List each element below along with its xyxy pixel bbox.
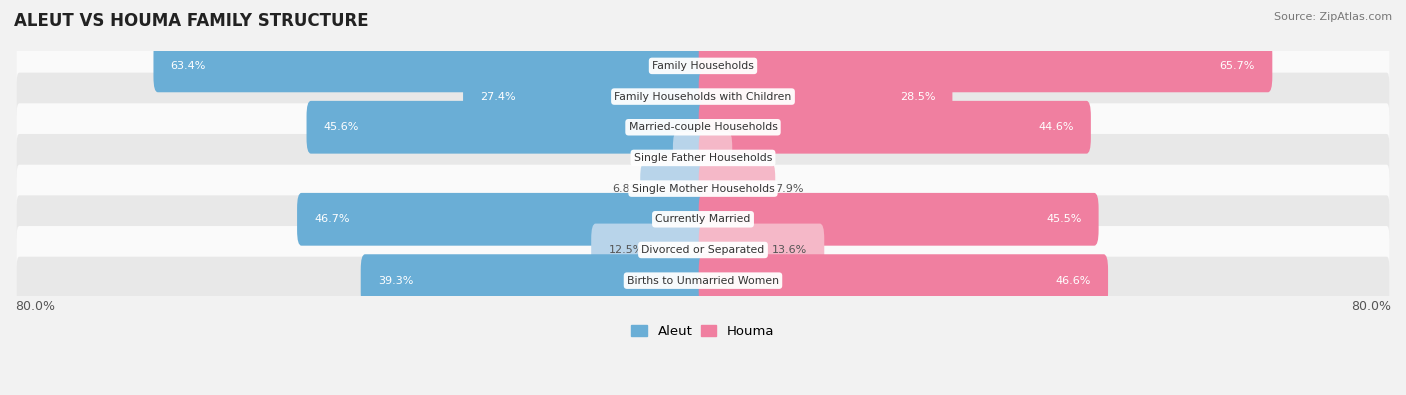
FancyBboxPatch shape bbox=[640, 162, 707, 215]
FancyBboxPatch shape bbox=[17, 226, 1389, 274]
FancyBboxPatch shape bbox=[699, 70, 952, 123]
Text: 44.6%: 44.6% bbox=[1038, 122, 1074, 132]
Text: 13.6%: 13.6% bbox=[772, 245, 807, 255]
Text: 65.7%: 65.7% bbox=[1220, 61, 1256, 71]
FancyBboxPatch shape bbox=[153, 40, 707, 92]
Text: 80.0%: 80.0% bbox=[1351, 300, 1391, 313]
FancyBboxPatch shape bbox=[699, 162, 775, 215]
FancyBboxPatch shape bbox=[17, 257, 1389, 305]
FancyBboxPatch shape bbox=[361, 254, 707, 307]
FancyBboxPatch shape bbox=[17, 73, 1389, 120]
Text: 2.9%: 2.9% bbox=[733, 153, 761, 163]
FancyBboxPatch shape bbox=[17, 165, 1389, 213]
Text: Married-couple Households: Married-couple Households bbox=[628, 122, 778, 132]
Text: Divorced or Separated: Divorced or Separated bbox=[641, 245, 765, 255]
Text: 27.4%: 27.4% bbox=[481, 92, 516, 102]
FancyBboxPatch shape bbox=[699, 132, 733, 184]
Text: 7.9%: 7.9% bbox=[775, 184, 804, 194]
Text: Single Father Households: Single Father Households bbox=[634, 153, 772, 163]
Text: 46.6%: 46.6% bbox=[1056, 276, 1091, 286]
Text: Births to Unmarried Women: Births to Unmarried Women bbox=[627, 276, 779, 286]
FancyBboxPatch shape bbox=[307, 101, 707, 154]
FancyBboxPatch shape bbox=[17, 103, 1389, 151]
FancyBboxPatch shape bbox=[699, 224, 824, 276]
Text: 80.0%: 80.0% bbox=[15, 300, 55, 313]
Legend: Aleut, Houma: Aleut, Houma bbox=[626, 320, 780, 343]
FancyBboxPatch shape bbox=[463, 70, 707, 123]
Text: Currently Married: Currently Married bbox=[655, 214, 751, 224]
FancyBboxPatch shape bbox=[297, 193, 707, 246]
Text: 63.4%: 63.4% bbox=[170, 61, 207, 71]
Text: 39.3%: 39.3% bbox=[378, 276, 413, 286]
Text: ALEUT VS HOUMA FAMILY STRUCTURE: ALEUT VS HOUMA FAMILY STRUCTURE bbox=[14, 12, 368, 30]
FancyBboxPatch shape bbox=[699, 193, 1098, 246]
FancyBboxPatch shape bbox=[699, 101, 1091, 154]
FancyBboxPatch shape bbox=[17, 134, 1389, 182]
Text: 3.0%: 3.0% bbox=[644, 153, 673, 163]
FancyBboxPatch shape bbox=[17, 42, 1389, 90]
Text: 46.7%: 46.7% bbox=[315, 214, 350, 224]
Text: Family Households: Family Households bbox=[652, 61, 754, 71]
Text: 45.5%: 45.5% bbox=[1046, 214, 1081, 224]
Text: 12.5%: 12.5% bbox=[609, 245, 644, 255]
FancyBboxPatch shape bbox=[699, 254, 1108, 307]
FancyBboxPatch shape bbox=[591, 224, 707, 276]
Text: 28.5%: 28.5% bbox=[900, 92, 935, 102]
FancyBboxPatch shape bbox=[699, 40, 1272, 92]
Text: Family Households with Children: Family Households with Children bbox=[614, 92, 792, 102]
Text: Single Mother Households: Single Mother Households bbox=[631, 184, 775, 194]
Text: Source: ZipAtlas.com: Source: ZipAtlas.com bbox=[1274, 12, 1392, 22]
FancyBboxPatch shape bbox=[673, 132, 707, 184]
Text: 45.6%: 45.6% bbox=[323, 122, 359, 132]
FancyBboxPatch shape bbox=[17, 196, 1389, 243]
Text: 6.8%: 6.8% bbox=[612, 184, 640, 194]
